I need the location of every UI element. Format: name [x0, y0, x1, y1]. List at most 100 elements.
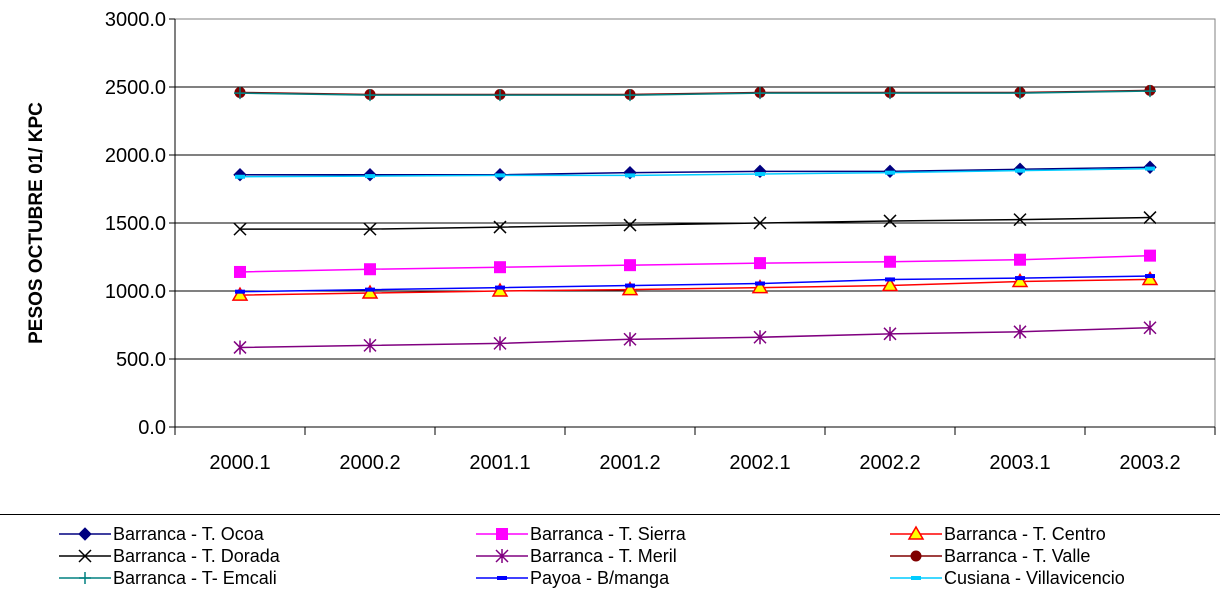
data-point: [491, 282, 509, 297]
legend-swatch: [890, 525, 942, 540]
data-point: [493, 220, 507, 234]
series-line: [239, 167, 1151, 178]
data-point: [753, 216, 767, 230]
data-point: [1145, 274, 1155, 279]
data-point: [1011, 272, 1029, 288]
data-point: [755, 172, 765, 177]
data-point: [235, 174, 245, 179]
data-point: [495, 285, 505, 290]
legend-label: Barranca - T- Emcali: [113, 567, 277, 588]
legend-swatch: [59, 549, 111, 563]
data-point: [496, 528, 508, 540]
data-point: [910, 550, 922, 562]
data-point: [1144, 85, 1156, 98]
data-point: [235, 289, 245, 294]
legend-label: Barranca - T. Sierra: [530, 523, 686, 544]
data-point: [364, 89, 376, 102]
legend-item: Barranca - T. Sierra: [474, 523, 686, 545]
x-axis-ticks: 2000.1 2000.2 2001.1 2001.2 2002.1 2002.2 2003…: [174, 427, 1216, 474]
data-point: [363, 338, 377, 353]
series: [235, 274, 1155, 294]
series-line: [239, 275, 1151, 293]
data-point: [1013, 324, 1027, 339]
gridlines: [175, 86, 1215, 360]
y-axis-ticks: 0.0 500.0 1000.0 1500.0 2000.0 2500.0 3000.0: [105, 9, 175, 439]
data-point: [907, 525, 925, 540]
x-tick-label: 2001.1: [469, 452, 530, 474]
x-tick-label: 2000.2: [339, 452, 400, 474]
x-tick-label: 2001.2: [599, 452, 660, 474]
legend-item: Barranca - T. Centro: [888, 523, 1106, 545]
data-point: [494, 261, 506, 274]
data-point: [755, 281, 765, 286]
data-point: [883, 214, 897, 228]
data-point: [1014, 253, 1026, 266]
series-group: [231, 84, 1159, 355]
data-point: [495, 173, 505, 178]
data-point: [624, 89, 636, 102]
x-tick-label: 2002.1: [729, 452, 790, 474]
series-line: [240, 216, 1151, 230]
y-tick-label: 2500.0: [105, 77, 166, 99]
series: [231, 270, 1159, 301]
data-point: [1141, 270, 1159, 286]
data-point: [1015, 168, 1025, 173]
series: [234, 85, 1156, 102]
legend-swatch: [59, 572, 111, 584]
legend-label: Payoa - B/manga: [530, 567, 670, 588]
data-point: [754, 87, 766, 100]
series-line: [240, 166, 1151, 176]
series: [233, 211, 1157, 236]
data-point: [883, 326, 897, 341]
series: [235, 166, 1155, 179]
data-point: [625, 173, 635, 178]
legend: Barranca - T. Ocoa Barranca - T. Sierra Ba…: [0, 514, 1228, 603]
data-point: [911, 576, 921, 580]
series-line: [239, 90, 1151, 96]
legend-label: Barranca - T. Ocoa: [113, 523, 264, 544]
series-line: [239, 278, 1151, 296]
x-tick-label: 2000.1: [209, 452, 270, 474]
data-point: [754, 257, 766, 270]
data-point: [625, 283, 635, 288]
data-point: [1013, 213, 1027, 227]
x-tick-label: 2003.1: [989, 452, 1050, 474]
x-tick-label: 2003.2: [1119, 452, 1180, 474]
data-point: [624, 259, 636, 272]
legend-item: Barranca - T. Meril: [474, 545, 677, 567]
legend-item: Payoa - B/manga: [474, 567, 669, 589]
legend-divider: [0, 514, 1220, 515]
data-point: [1014, 87, 1026, 100]
data-point: [1145, 166, 1155, 171]
legend-swatch: [59, 527, 111, 541]
legend-item: Barranca - T. Valle: [888, 545, 1090, 567]
y-tick-label: 1000.0: [105, 281, 166, 303]
data-point: [365, 287, 375, 292]
legend-label: Barranca - T. Valle: [944, 545, 1091, 566]
legend-swatch: [890, 550, 942, 562]
data-point: [1143, 211, 1157, 225]
data-point: [364, 263, 376, 276]
y-axis-label: PESOS OCTUBRE 01/ KPC: [26, 102, 47, 344]
data-point: [363, 222, 377, 236]
legend-label: Barranca - T. Meril: [530, 545, 677, 566]
data-point: [234, 265, 246, 278]
data-point: [78, 549, 92, 563]
data-point: [234, 87, 246, 100]
data-point: [494, 89, 506, 102]
data-point: [365, 174, 375, 179]
data-point: [231, 286, 249, 301]
legend-label: Barranca - T. Centro: [944, 523, 1106, 544]
series: [234, 249, 1156, 278]
y-tick-label: 1500.0: [105, 213, 166, 235]
legend-item: Barranca - T. Dorada: [57, 545, 280, 567]
data-point: [885, 170, 895, 175]
data-point: [361, 284, 379, 299]
legend-swatch: [476, 528, 528, 540]
y-tick-label: 500.0: [116, 349, 166, 371]
data-point: [1143, 320, 1157, 335]
legend-item: Barranca - T. Ocoa: [57, 523, 264, 545]
legend-swatch: [890, 576, 942, 580]
legend-item: Barranca - T- Emcali: [57, 567, 277, 589]
y-tick-label: 3000.0: [105, 9, 166, 31]
